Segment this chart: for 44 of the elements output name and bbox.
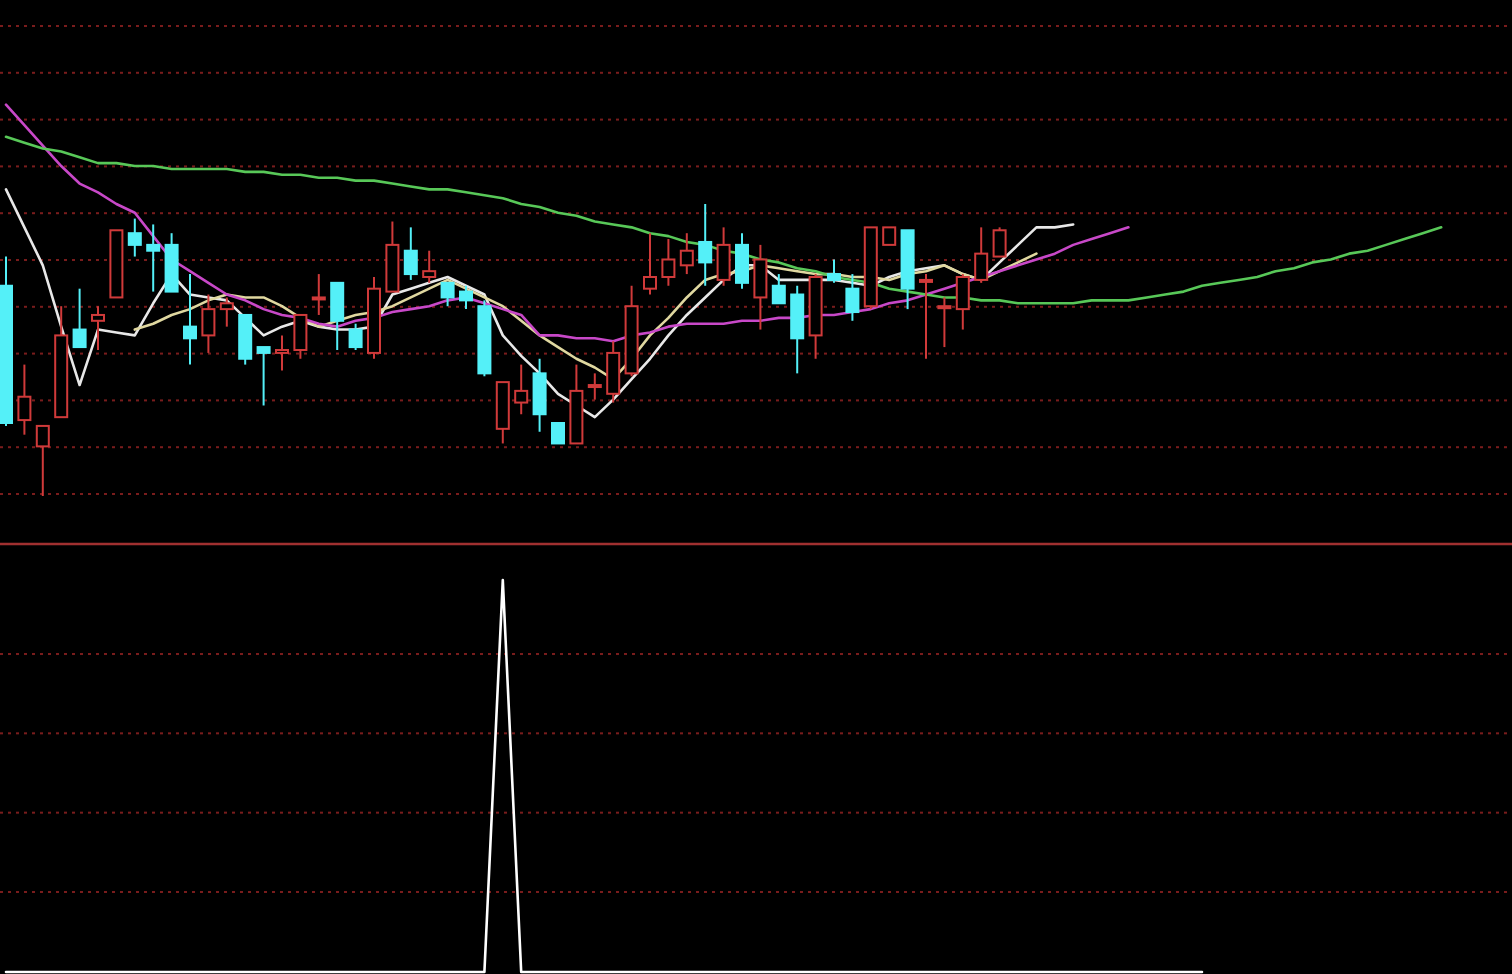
- candlestick: [992, 226, 1007, 258]
- candlestick: [385, 220, 400, 293]
- candlestick: [330, 281, 345, 351]
- candlestick: [679, 232, 694, 276]
- candlestick: [532, 357, 547, 433]
- candlestick: [201, 293, 216, 354]
- candlestick: [919, 273, 933, 360]
- candlestick: [127, 217, 142, 258]
- candlestick: [551, 422, 565, 445]
- candlestick: [348, 322, 363, 351]
- candlestick: [440, 281, 455, 308]
- candlestick: [643, 232, 657, 296]
- candlestick: [790, 284, 805, 375]
- candlestick: [459, 284, 473, 311]
- candlestick: [91, 305, 105, 351]
- candlestick: [955, 273, 970, 331]
- candlestick: [72, 287, 87, 349]
- candlestick: [698, 203, 713, 287]
- candlestick: [238, 313, 253, 366]
- candlestick: [587, 372, 602, 401]
- candlestick: [495, 381, 510, 445]
- candlestick: [219, 296, 234, 328]
- candlestick: [311, 273, 326, 316]
- candlestick: [716, 226, 731, 287]
- candlestick: [146, 223, 161, 293]
- candlestick: [164, 232, 179, 293]
- candlestick: [606, 340, 621, 404]
- candlestick: [974, 226, 989, 284]
- candlestick: [403, 226, 418, 281]
- candlestick: [771, 273, 786, 305]
- candlestick: [275, 334, 289, 372]
- candlestick: [937, 296, 952, 349]
- candlestick: [661, 238, 676, 287]
- candlestick: [17, 363, 32, 436]
- candlestick: [293, 313, 308, 360]
- candlestick: [183, 273, 197, 366]
- candlestick: [845, 273, 860, 322]
- candlestick: [827, 258, 841, 284]
- candlestick: [422, 249, 437, 284]
- candlestick: [514, 363, 529, 416]
- candlestick: [35, 424, 50, 497]
- candlestick: [735, 232, 749, 290]
- candlestick: [256, 346, 271, 407]
- candlestick: [753, 243, 768, 331]
